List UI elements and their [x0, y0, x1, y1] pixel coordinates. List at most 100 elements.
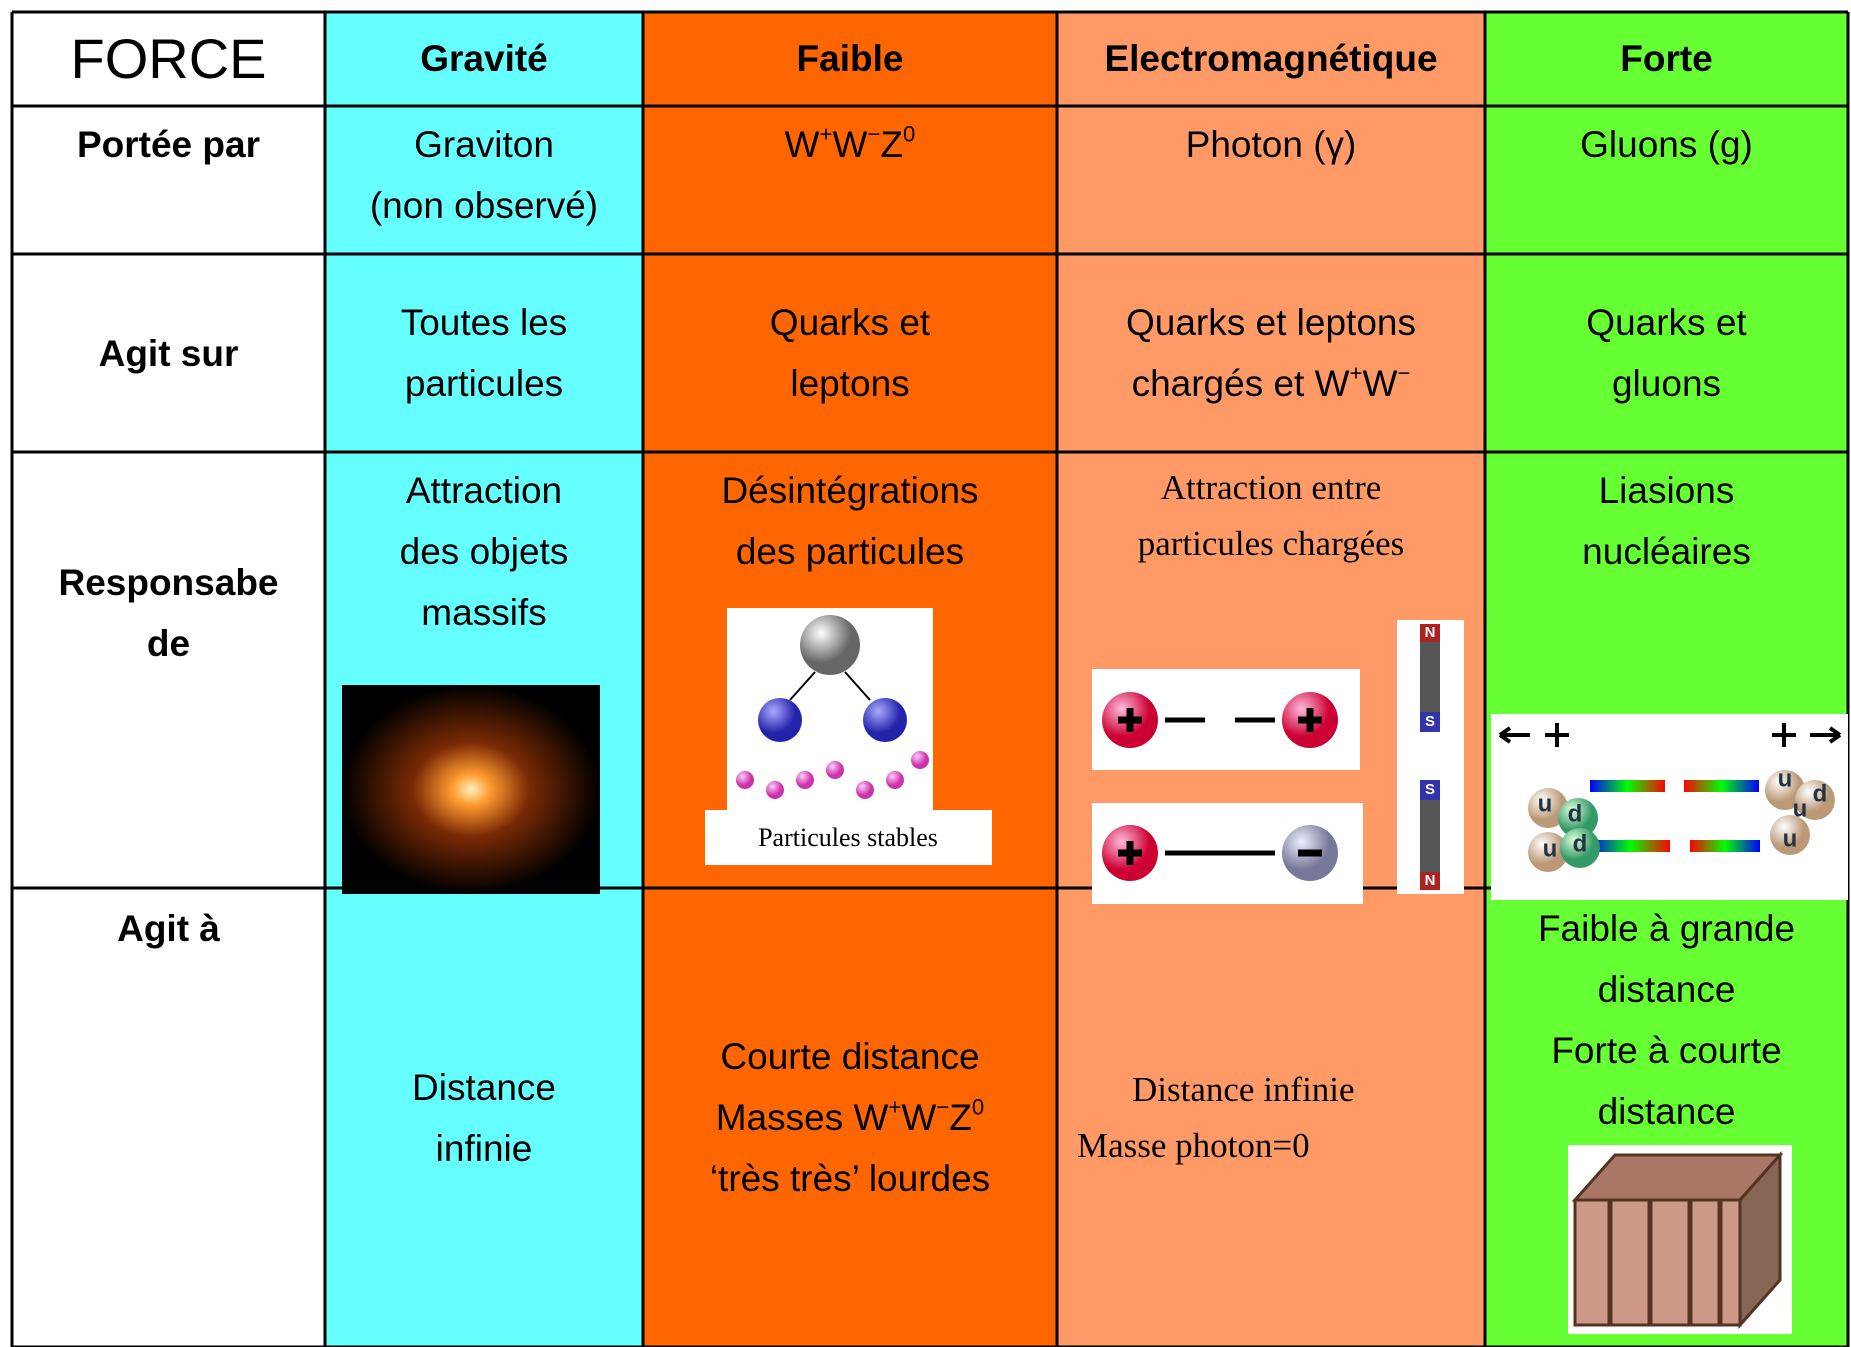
- cell-line: Masse photon=0: [1077, 1118, 1310, 1174]
- cell-line: Attraction entre: [1161, 460, 1382, 516]
- cell-line: particules chargées: [1138, 516, 1405, 572]
- text: des particules: [735, 531, 965, 572]
- text: particules: [404, 363, 564, 404]
- table-cell: Quarks et leptons chargés et W+W−: [1057, 254, 1485, 452]
- cell-line: infinie: [436, 1118, 533, 1179]
- text: des objets: [399, 531, 569, 572]
- cell-line: Faible à grande: [1538, 898, 1795, 959]
- cell-line: des particules: [736, 521, 964, 582]
- column-fill: [12, 12, 325, 1347]
- text: Distance: [412, 1066, 556, 1108]
- text: Forte à courte: [1551, 1030, 1782, 1071]
- magnet-label: N: [1425, 624, 1436, 641]
- cell-line: Distance infinie: [1132, 1062, 1355, 1118]
- cell-line: Forte à courte: [1551, 1020, 1781, 1081]
- header-cell: Forte: [1620, 38, 1713, 79]
- cell-line: Distance: [412, 1057, 556, 1118]
- text: Quarks et: [1586, 302, 1747, 343]
- text: Quarks et: [769, 302, 931, 343]
- cell-line: massifs: [421, 582, 546, 643]
- table-cell: Désintégrations des particules: [643, 452, 1057, 888]
- figure-caption: Particules stables: [758, 823, 938, 852]
- cell-line: leptons: [790, 353, 909, 414]
- superscript: −: [1397, 360, 1411, 386]
- table-cell: Graviton (non observé): [325, 106, 643, 254]
- table-cell: Distance infinie Masse photon=0: [1057, 888, 1485, 1347]
- header-cell: Electromagnétique: [1104, 38, 1438, 79]
- text: chargés et W: [1131, 363, 1350, 404]
- table-cell: Faible à grande distance Forte à courte dis…: [1485, 888, 1848, 1347]
- text: nucléaires: [1582, 531, 1751, 572]
- cell-line: W+W−Z0: [785, 114, 916, 175]
- cell-line: chargés et W+W−: [1132, 353, 1411, 414]
- table-cell: Photon (γ): [1057, 106, 1485, 254]
- superscript: +: [1349, 360, 1363, 386]
- cell-line: Quarks et leptons: [1126, 292, 1416, 353]
- text: Attraction entre: [1160, 468, 1382, 507]
- superscript: −: [936, 1094, 950, 1120]
- galaxy-image: [342, 685, 600, 894]
- superscript: 0: [971, 1094, 985, 1120]
- cell-line: Désintégrations: [721, 460, 978, 521]
- superscript: 0: [903, 121, 916, 147]
- table-cell: Attraction entre particules chargées: [1057, 452, 1485, 888]
- table-cell: Quarks et gluons: [1485, 254, 1848, 452]
- cell-line: distance: [1598, 959, 1736, 1020]
- text: distance: [1597, 969, 1736, 1010]
- magnet-label: S: [1425, 713, 1435, 730]
- quark-label: u: [1538, 790, 1553, 817]
- table-cell: Distance infinie: [325, 888, 643, 1347]
- row-label: Responsabe de: [12, 452, 325, 888]
- decay-diagram: Particules stables: [705, 608, 992, 865]
- text: W: [832, 124, 868, 165]
- cell-line: Graviton: [414, 114, 554, 175]
- label-line: Responsabe: [58, 562, 279, 603]
- text: particules chargées: [1137, 524, 1405, 563]
- text: Photon (γ): [1185, 124, 1357, 165]
- header-cell: Gravité: [420, 38, 548, 79]
- text: Gluons (g): [1580, 124, 1753, 165]
- quark: [1770, 815, 1810, 855]
- cell-line: Masses W+W−Z0: [716, 1087, 985, 1148]
- text: Graviton: [414, 124, 554, 165]
- charges-diagram: [1092, 669, 1363, 904]
- text: Désintégrations: [721, 470, 979, 511]
- header-cell: Faible: [796, 38, 904, 79]
- label-line: Agit à: [117, 908, 220, 949]
- quark-label: u: [1543, 835, 1558, 862]
- text: leptons: [790, 363, 910, 404]
- quark-label: d: [1568, 800, 1583, 827]
- quark: [1558, 798, 1598, 838]
- table-cell: Attraction des objets massifs: [325, 452, 643, 888]
- column-fill: [1485, 12, 1848, 1347]
- text: Liasions: [1598, 470, 1735, 511]
- cell-line: Liasions: [1599, 460, 1735, 521]
- text: Toutes les: [400, 302, 568, 343]
- magnet-label: N: [1425, 872, 1436, 889]
- quark-label: u: [1793, 795, 1808, 822]
- cell-line: Quarks et: [770, 292, 930, 353]
- cell-line: des objets: [400, 521, 569, 582]
- text: gluons: [1611, 363, 1722, 404]
- superscript: +: [819, 121, 833, 147]
- quark: [1795, 780, 1835, 820]
- table-cell: Toutes les particules: [325, 254, 643, 452]
- table-cell: Quarks et leptons: [643, 254, 1057, 452]
- header-cell: FORCE: [70, 27, 267, 90]
- superscript: +: [888, 1094, 902, 1120]
- table-cell: Gluons (g): [1485, 106, 1848, 254]
- text: Masses W: [715, 1097, 889, 1138]
- table-cell: Courte distance Masses W+W−Z0 ‘très très’ …: [643, 888, 1057, 1347]
- text: infinie: [435, 1127, 533, 1169]
- text: W: [901, 1097, 937, 1138]
- text: (non observé): [369, 185, 599, 226]
- quark: [1560, 828, 1600, 868]
- cell-line: distance: [1598, 1081, 1736, 1142]
- cage-diagram: [1568, 1145, 1792, 1334]
- text: Courte distance: [720, 1036, 980, 1077]
- quark-label: d: [1813, 780, 1828, 807]
- cell-line: gluons: [1612, 353, 1721, 414]
- text: Masse photon=0: [1077, 1125, 1310, 1165]
- label-line: Agit sur: [98, 332, 239, 374]
